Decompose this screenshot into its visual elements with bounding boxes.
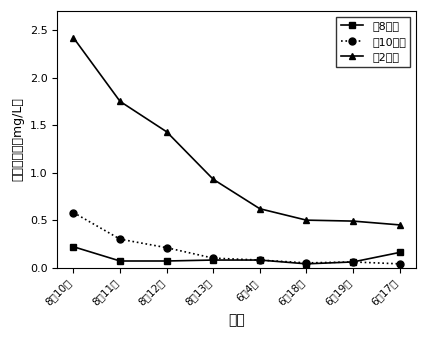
北8号塘 — [164, 259, 169, 263]
南2号塘 — [71, 36, 76, 40]
南2号塘 — [256, 207, 262, 211]
X-axis label: 日期: 日期 — [227, 313, 245, 327]
北8号塘 — [117, 259, 122, 263]
北8号塘 — [350, 260, 355, 264]
北10号塘 — [164, 246, 169, 250]
Line: 北8号塘: 北8号塘 — [70, 243, 402, 267]
北8号塘 — [71, 245, 76, 249]
北10号塘 — [303, 261, 308, 265]
北8号塘 — [210, 258, 215, 262]
北8号塘 — [256, 258, 262, 262]
北10号塘 — [117, 237, 122, 241]
北10号塘 — [210, 256, 215, 260]
南2号塘 — [164, 130, 169, 134]
北10号塘 — [396, 262, 401, 266]
Line: 北10号塘: 北10号塘 — [70, 209, 402, 267]
南2号塘 — [350, 219, 355, 223]
北10号塘 — [71, 211, 76, 215]
南2号塘 — [396, 223, 401, 227]
南2号塘 — [117, 99, 122, 103]
北8号塘 — [303, 262, 308, 266]
Legend: 北8号塘, 北10号塘, 南2号塘: 北8号塘, 北10号塘, 南2号塘 — [336, 17, 409, 67]
Line: 南2号塘: 南2号塘 — [70, 34, 402, 228]
南2号塘 — [210, 177, 215, 181]
Y-axis label: 亚础酸态氮（mg/L）: 亚础酸态氮（mg/L） — [11, 97, 24, 181]
北8号塘 — [396, 250, 401, 255]
南2号塘 — [303, 218, 308, 222]
北10号塘 — [350, 260, 355, 264]
北10号塘 — [256, 258, 262, 262]
